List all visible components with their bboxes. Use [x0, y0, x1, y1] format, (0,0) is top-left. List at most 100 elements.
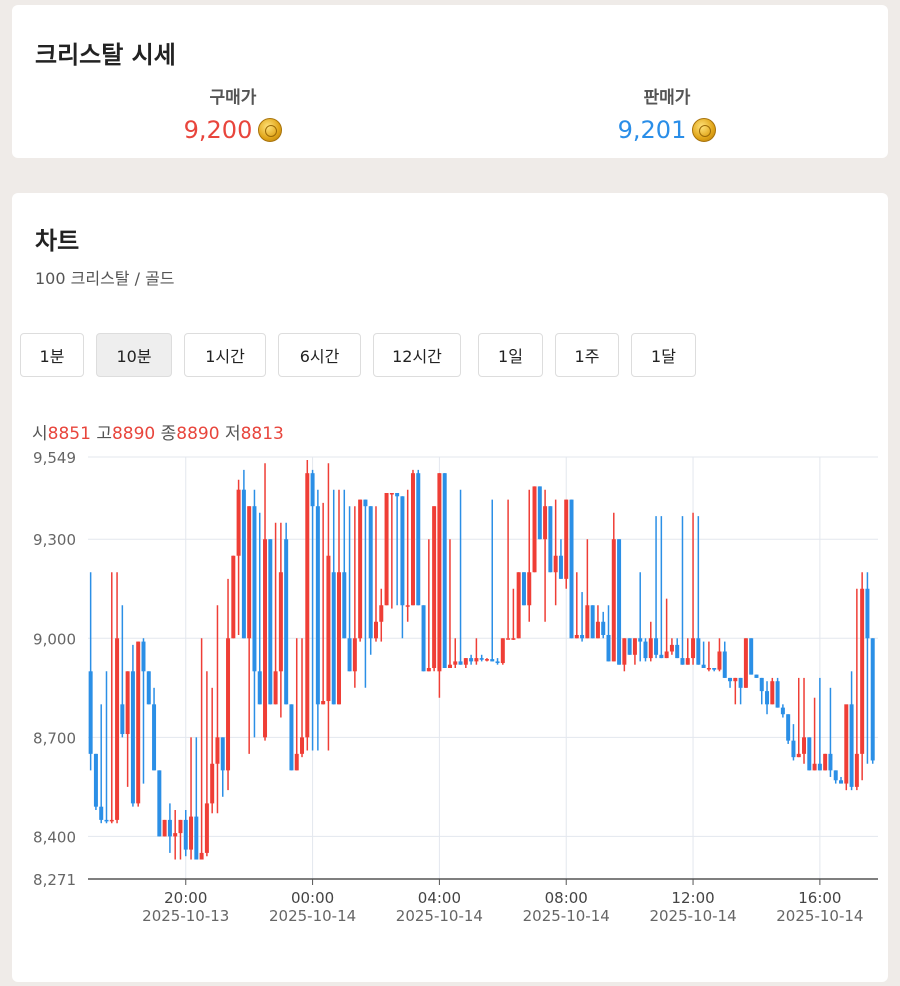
candle-body[interactable]: [506, 638, 511, 640]
candle-body[interactable]: [215, 737, 220, 764]
interval-button-5[interactable]: 1일: [478, 333, 543, 377]
candle-body[interactable]: [659, 654, 664, 659]
candle-body[interactable]: [337, 572, 342, 705]
candle-body[interactable]: [860, 588, 865, 754]
interval-button-1[interactable]: 10분: [96, 333, 172, 377]
candle-body[interactable]: [696, 638, 701, 665]
candle-body[interactable]: [712, 668, 717, 670]
candle-body[interactable]: [321, 701, 326, 705]
candle-body[interactable]: [654, 638, 659, 655]
candle-body[interactable]: [342, 572, 347, 639]
candle-body[interactable]: [728, 677, 733, 682]
candle-body[interactable]: [421, 605, 426, 672]
candle-body[interactable]: [706, 668, 711, 670]
interval-button-2[interactable]: 1시간: [184, 333, 266, 377]
candle-body[interactable]: [120, 704, 125, 735]
candle-body[interactable]: [315, 506, 320, 705]
candle-body[interactable]: [432, 506, 437, 668]
candle-body[interactable]: [601, 621, 606, 635]
candle-body[interactable]: [210, 763, 215, 804]
candle-body[interactable]: [289, 704, 294, 771]
candle-body[interactable]: [294, 753, 299, 771]
candle-body[interactable]: [733, 677, 738, 682]
candle-body[interactable]: [453, 661, 458, 665]
candle-body[interactable]: [326, 555, 331, 702]
candle-body[interactable]: [99, 806, 104, 820]
candle-body[interactable]: [580, 634, 585, 639]
candle-body[interactable]: [844, 704, 849, 784]
candle-body[interactable]: [167, 819, 172, 837]
candle-body[interactable]: [786, 714, 791, 741]
candle-body[interactable]: [241, 489, 246, 639]
candle-body[interactable]: [669, 644, 674, 652]
candle-body[interactable]: [109, 819, 114, 822]
candle-body[interactable]: [410, 473, 415, 606]
candle-body[interactable]: [664, 651, 669, 659]
candle-body[interactable]: [738, 677, 743, 688]
candle-body[interactable]: [352, 638, 357, 672]
candle-body[interactable]: [569, 499, 574, 639]
candle-body[interactable]: [643, 641, 648, 659]
candle-body[interactable]: [458, 661, 463, 665]
candle-body[interactable]: [416, 473, 421, 606]
candle-body[interactable]: [284, 539, 289, 705]
candle-body[interactable]: [379, 605, 384, 622]
candle-body[interactable]: [395, 492, 400, 497]
candle-body[interactable]: [828, 753, 833, 771]
candle-body[interactable]: [648, 638, 653, 659]
candle-body[interactable]: [146, 671, 151, 705]
candle-body[interactable]: [807, 737, 812, 771]
candle-body[interactable]: [199, 852, 204, 860]
candle-body[interactable]: [405, 605, 410, 607]
candle-body[interactable]: [300, 737, 305, 754]
candle-body[interactable]: [791, 740, 796, 758]
candle-body[interactable]: [574, 634, 579, 639]
candle-body[interactable]: [585, 605, 590, 639]
candle-body[interactable]: [754, 674, 759, 678]
candle-body[interactable]: [511, 638, 516, 640]
candle-body[interactable]: [93, 753, 98, 807]
candle-body[interactable]: [685, 658, 690, 665]
candle-body[interactable]: [437, 473, 442, 672]
candle-body[interactable]: [236, 489, 241, 556]
candle-body[interactable]: [548, 506, 553, 573]
candle-body[interactable]: [268, 539, 273, 705]
candle-body[interactable]: [115, 638, 120, 820]
candle-body[interactable]: [88, 671, 93, 754]
candle-body[interactable]: [564, 499, 569, 579]
candle-body[interactable]: [310, 473, 315, 507]
candle-body[interactable]: [204, 803, 209, 853]
interval-button-6[interactable]: 1주: [555, 333, 619, 377]
candle-body[interactable]: [802, 737, 807, 754]
candle-body[interactable]: [173, 833, 178, 837]
candle-body[interactable]: [152, 704, 157, 771]
candle-body[interactable]: [447, 664, 452, 668]
candle-body[interactable]: [743, 638, 748, 688]
candle-body[interactable]: [717, 651, 722, 670]
candle-body[interactable]: [178, 819, 183, 834]
candle-body[interactable]: [384, 492, 389, 606]
candle-body[interactable]: [278, 572, 283, 672]
candle-body[interactable]: [691, 638, 696, 659]
candle-body[interactable]: [680, 658, 685, 665]
candle-body[interactable]: [469, 658, 474, 662]
candle-body[interactable]: [130, 671, 135, 804]
interval-button-0[interactable]: 1분: [20, 333, 84, 377]
candle-body[interactable]: [780, 707, 785, 715]
candle-body[interactable]: [104, 819, 109, 822]
candle-body[interactable]: [622, 638, 627, 665]
candle-body[interactable]: [632, 638, 637, 655]
candle-body[interactable]: [516, 572, 521, 639]
interval-button-7[interactable]: 1달: [631, 333, 696, 377]
candle-body[interactable]: [823, 753, 828, 771]
candle-body[interactable]: [865, 588, 870, 639]
candle-body[interactable]: [226, 638, 231, 771]
candle-body[interactable]: [812, 763, 817, 771]
candle-body[interactable]: [638, 638, 643, 642]
candle-body[interactable]: [363, 499, 368, 507]
interval-button-4[interactable]: 12시간: [373, 333, 461, 377]
candle-body[interactable]: [558, 555, 563, 579]
candle-body[interactable]: [231, 555, 236, 639]
candle-body[interactable]: [675, 644, 680, 659]
